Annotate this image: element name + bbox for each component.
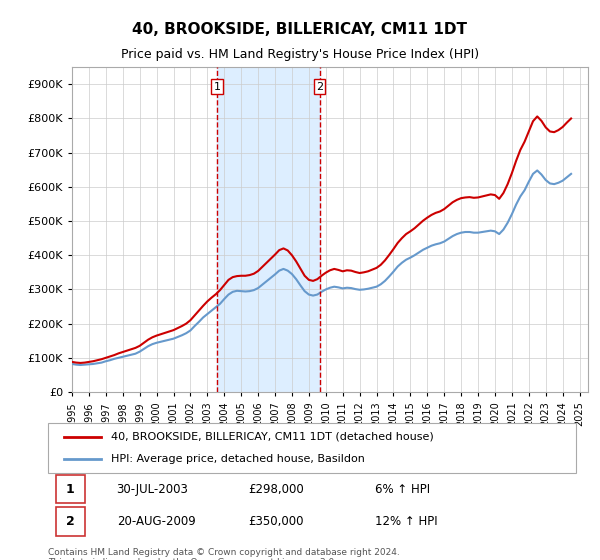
Text: 12% ↑ HPI: 12% ↑ HPI <box>376 515 438 528</box>
Text: 1: 1 <box>214 82 221 92</box>
Text: Price paid vs. HM Land Registry's House Price Index (HPI): Price paid vs. HM Land Registry's House … <box>121 48 479 60</box>
Bar <box>217 67 320 392</box>
Text: 40, BROOKSIDE, BILLERICAY, CM11 1DT (detached house): 40, BROOKSIDE, BILLERICAY, CM11 1DT (det… <box>112 432 434 442</box>
Text: 1: 1 <box>66 483 74 496</box>
Text: 2: 2 <box>316 82 323 92</box>
Text: 20-AUG-2009: 20-AUG-2009 <box>116 515 196 528</box>
FancyBboxPatch shape <box>48 423 576 473</box>
Text: 40, BROOKSIDE, BILLERICAY, CM11 1DT: 40, BROOKSIDE, BILLERICAY, CM11 1DT <box>133 22 467 38</box>
Text: 2: 2 <box>66 515 74 528</box>
FancyBboxPatch shape <box>56 475 85 503</box>
Text: Contains HM Land Registry data © Crown copyright and database right 2024.
This d: Contains HM Land Registry data © Crown c… <box>48 548 400 560</box>
FancyBboxPatch shape <box>56 507 85 536</box>
Text: £350,000: £350,000 <box>248 515 304 528</box>
Text: 30-JUL-2003: 30-JUL-2003 <box>116 483 188 496</box>
Text: 6% ↑ HPI: 6% ↑ HPI <box>376 483 430 496</box>
Text: £298,000: £298,000 <box>248 483 304 496</box>
Text: HPI: Average price, detached house, Basildon: HPI: Average price, detached house, Basi… <box>112 454 365 464</box>
